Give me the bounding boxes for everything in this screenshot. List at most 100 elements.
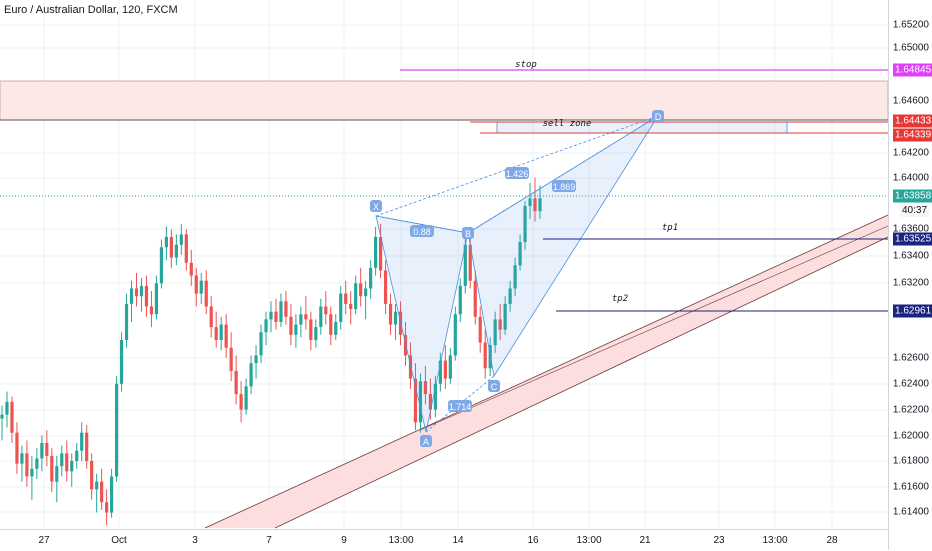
pattern-xb-line [375, 215, 469, 234]
candle-body [364, 288, 368, 297]
candle-body [463, 244, 467, 286]
candle-body [473, 280, 477, 317]
time-tick: 3 [192, 535, 198, 546]
candle-body [498, 319, 502, 330]
candle-body [259, 332, 263, 356]
candle-body [50, 455, 54, 482]
candle-body [129, 288, 134, 304]
candle-body [508, 288, 512, 304]
time-tick: Oct [111, 535, 127, 546]
price-tick: 1.64200 [892, 147, 929, 159]
candle-body [294, 324, 298, 335]
candle-body [149, 306, 154, 315]
candle-body [90, 461, 94, 490]
candle-body [334, 321, 338, 335]
time-tick: 13:00 [576, 535, 602, 546]
candle-body [60, 453, 64, 467]
candle-body [413, 378, 418, 423]
candle-body [329, 314, 333, 335]
pattern-point-a: A [423, 437, 429, 447]
pattern-point-c: C [491, 382, 498, 392]
candle-body [443, 360, 447, 379]
candle-body [533, 198, 537, 212]
time-tick: 21 [639, 535, 651, 546]
candle-body [393, 311, 398, 325]
candle-body [10, 401, 14, 433]
candle-body [289, 316, 293, 335]
candle-body [184, 234, 188, 263]
candle-body [279, 301, 283, 322]
candle-body [538, 198, 542, 212]
chart-title: Euro / Australian Dollar, 120, FXCM [4, 4, 178, 16]
candle-body [503, 303, 507, 330]
candle-body [154, 283, 159, 315]
price-tick: 1.63200 [892, 277, 929, 289]
tp2-price-label: 1.62961 [893, 304, 932, 318]
time-tick: 9 [341, 535, 347, 546]
candle-body [493, 319, 497, 346]
channel-lower-line [274, 236, 889, 529]
candle-body [388, 303, 393, 325]
price-axis[interactable]: 1.65200 1.65000 1.64600 1.64200 1.64000 … [888, 0, 932, 550]
candle-body [468, 244, 472, 281]
price-tick: 1.65200 [892, 19, 929, 31]
pattern-point-x: X [373, 202, 379, 212]
pattern-point-d: D [655, 112, 662, 122]
candle-body [234, 370, 238, 395]
candle-body [30, 468, 34, 477]
time-tick: 28 [826, 535, 838, 546]
candle-body [95, 481, 99, 490]
candle-body [124, 303, 129, 340]
candle-body [70, 461, 74, 472]
candle-body [478, 316, 482, 343]
candle-body [374, 236, 378, 268]
pattern-point-labels: X A B C D 0.88 1.714 1.426 1.869 [370, 110, 664, 447]
candle-body [194, 275, 198, 294]
tp1-price-label: 1.63525 [893, 232, 932, 246]
candle-body [264, 319, 268, 333]
candle-body [199, 280, 203, 294]
candle-body [100, 481, 104, 503]
candle-body [339, 293, 343, 322]
candle-body [423, 381, 428, 395]
price-tick: 1.64000 [892, 172, 929, 184]
candle-body [359, 283, 363, 297]
sell-high-price-label: 1.64433 [893, 114, 932, 128]
candle-body [378, 236, 383, 271]
price-tick: 1.62600 [892, 352, 929, 364]
time-tick: 13:00 [388, 535, 414, 546]
time-tick: 7 [266, 535, 272, 546]
candle-body [438, 360, 442, 384]
candle-body [433, 383, 437, 410]
candle-body [179, 234, 183, 245]
stop-annotation: stop [515, 60, 537, 70]
candle-body [35, 458, 39, 469]
candle-body [518, 242, 522, 266]
stop-price-label: 1.64845 [893, 63, 932, 77]
candle-body [309, 319, 313, 340]
candle-body [304, 314, 308, 320]
candle-body [105, 502, 109, 513]
candle-body [144, 285, 149, 307]
candle-body [453, 314, 457, 356]
candle-body [219, 324, 223, 340]
sell-low-price-label: 1.64339 [893, 128, 932, 142]
candle-body [80, 432, 84, 451]
ratio-label-xb: 0.88 [413, 227, 431, 237]
ratio-label-xd: 1.426 [506, 169, 529, 179]
tp1-annotation: tp1 [661, 223, 679, 233]
price-tick: 1.62000 [892, 430, 929, 442]
candle-body [65, 453, 69, 472]
candle-body [458, 285, 462, 315]
channel-mid-line [419, 225, 889, 431]
resistance-zone [0, 80, 889, 121]
candle-body [164, 236, 168, 248]
candle-body [229, 347, 233, 371]
price-tick: 1.62400 [892, 378, 929, 390]
candle-body [239, 394, 243, 410]
time-axis[interactable]: 27 Oct 3 7 9 13:00 14 16 13:00 21 23 13:… [0, 529, 888, 551]
price-tick: 1.62200 [892, 404, 929, 416]
candle-body [204, 280, 208, 307]
candle-body [189, 262, 193, 276]
